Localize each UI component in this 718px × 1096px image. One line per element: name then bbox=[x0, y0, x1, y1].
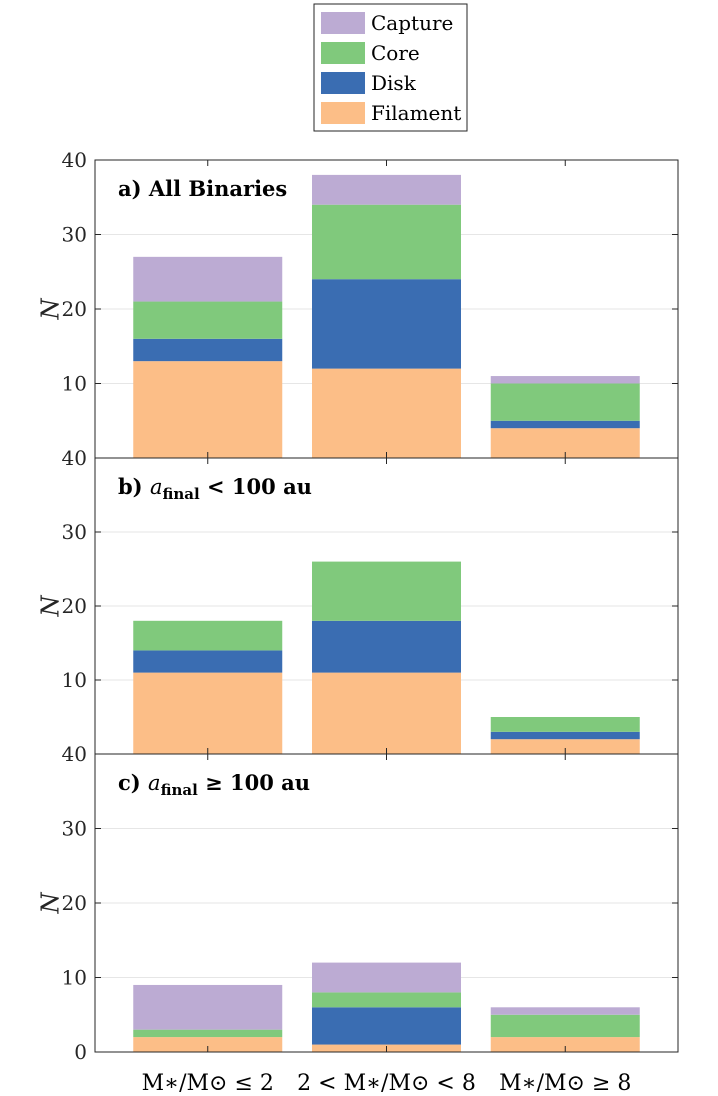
y-tick-label: 40 bbox=[62, 148, 87, 172]
bar-filament-3 bbox=[490, 1037, 640, 1052]
bar-disk-2 bbox=[312, 279, 461, 369]
bar-filament-1 bbox=[133, 1037, 283, 1052]
legend-label-capture: Capture bbox=[371, 11, 453, 35]
y-tick-label: 30 bbox=[62, 223, 87, 247]
y-axis-label: N bbox=[37, 595, 65, 618]
bar-core-1 bbox=[133, 1029, 283, 1038]
bar-filament-1 bbox=[133, 672, 283, 754]
y-tick-label: 20 bbox=[62, 891, 87, 915]
chart-panels: 10 20 30 40 Na) All Binaries 10 20 30 40 Nb) afin… bbox=[37, 148, 679, 1064]
bar-filament-3 bbox=[490, 739, 640, 754]
bar-core-2 bbox=[312, 992, 461, 1008]
y-tick-label: 40 bbox=[62, 446, 87, 470]
bar-core-1 bbox=[133, 620, 283, 651]
bar-core-3 bbox=[490, 717, 640, 732]
x-category-label: M∗/M⊙ ≥ 8 bbox=[499, 1071, 631, 1096]
bar-core-1 bbox=[133, 301, 283, 339]
x-category-labels: M∗/M⊙ ≤ 2 2 < M∗/M⊙ < 8 M∗/M⊙ ≥ 8 bbox=[142, 1071, 632, 1096]
y-tick-label: 20 bbox=[62, 297, 87, 321]
panel-title: c) afinal ≥ 100 au bbox=[118, 770, 310, 799]
bar-core-3 bbox=[490, 383, 640, 421]
y-tick-label: 10 bbox=[62, 372, 87, 396]
bar-disk-3 bbox=[490, 731, 640, 740]
y-tick-label: 30 bbox=[62, 520, 87, 544]
bar-core-2 bbox=[312, 561, 461, 621]
bar-filament-2 bbox=[312, 672, 461, 754]
bar-capture-1 bbox=[133, 984, 283, 1030]
panel-3: 0 10 20 30 40 Nc) afinal ≥ 100 au bbox=[37, 742, 679, 1064]
panel-2: 10 20 30 40 Nb) afinal < 100 au bbox=[37, 446, 679, 755]
legend-swatch-core bbox=[321, 42, 365, 64]
y-tick-label: 10 bbox=[62, 966, 87, 990]
legend-label-filament: Filament bbox=[371, 101, 461, 125]
y-tick-label: 20 bbox=[62, 594, 87, 618]
panel-1: 10 20 30 40 Na) All Binaries bbox=[37, 148, 679, 459]
y-tick-label: 10 bbox=[62, 668, 87, 692]
y-tick-label: 40 bbox=[62, 742, 87, 766]
legend: Capture Core Disk Filament bbox=[313, 3, 468, 132]
legend-label-core: Core bbox=[371, 41, 420, 65]
legend-swatch-capture bbox=[321, 12, 365, 34]
bar-capture-3 bbox=[490, 376, 640, 384]
y-axis-label: N bbox=[37, 892, 65, 915]
legend-label-disk: Disk bbox=[371, 71, 417, 95]
bar-disk-3 bbox=[490, 420, 640, 429]
bar-filament-1 bbox=[133, 361, 283, 458]
bar-disk-1 bbox=[133, 650, 283, 673]
y-axis-label: N bbox=[37, 298, 65, 321]
legend-swatch-disk bbox=[321, 72, 365, 94]
bar-disk-2 bbox=[312, 620, 461, 673]
bar-core-2 bbox=[312, 204, 461, 280]
panel-title: b) afinal < 100 au bbox=[118, 474, 312, 503]
bar-capture-2 bbox=[312, 962, 461, 993]
panel-title: a) All Binaries bbox=[118, 176, 287, 201]
bar-capture-2 bbox=[312, 174, 461, 205]
bar-capture-1 bbox=[133, 256, 283, 302]
bar-capture-3 bbox=[490, 1007, 640, 1015]
bar-disk-2 bbox=[312, 1007, 461, 1045]
bar-core-3 bbox=[490, 1014, 640, 1038]
x-category-label: M∗/M⊙ ≤ 2 bbox=[142, 1071, 274, 1096]
y-tick-label: 30 bbox=[62, 817, 87, 841]
legend-swatch-filament bbox=[321, 102, 365, 124]
y-tick-label: 0 bbox=[74, 1040, 87, 1064]
bar-disk-1 bbox=[133, 338, 283, 362]
bar-filament-2 bbox=[312, 368, 461, 458]
x-category-label: 2 < M∗/M⊙ < 8 bbox=[297, 1071, 476, 1096]
